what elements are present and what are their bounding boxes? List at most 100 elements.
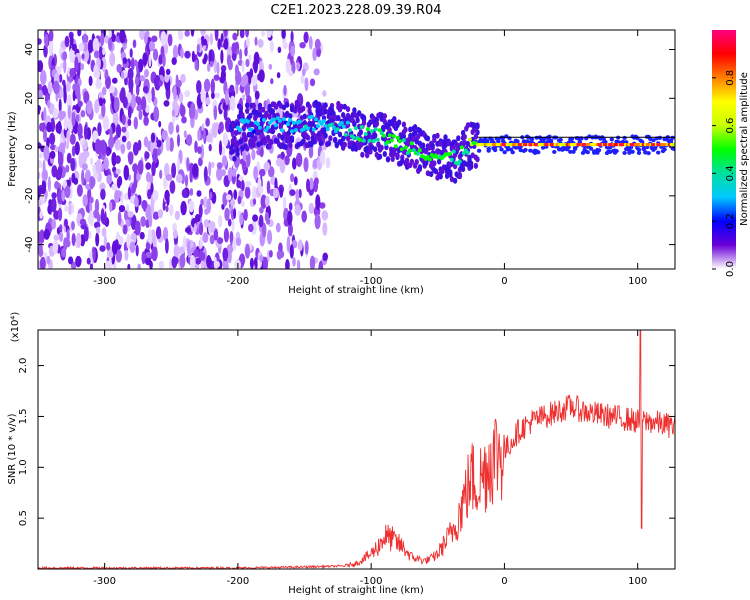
noise-cell — [180, 47, 184, 59]
noise-cell — [194, 59, 199, 71]
ridge-core — [279, 128, 284, 133]
noise-cell — [214, 30, 219, 41]
noise-cell — [83, 91, 90, 104]
ridge-core — [281, 117, 286, 121]
noise-cell — [144, 151, 150, 160]
noise-cell — [38, 199, 42, 207]
ridge-core — [387, 133, 392, 138]
noise-cell — [134, 196, 139, 208]
noise-cell — [96, 226, 101, 234]
ridge-core — [393, 144, 398, 149]
noise-cell — [47, 99, 51, 109]
ridge-peak — [528, 143, 533, 147]
noise-cell — [262, 256, 268, 269]
noise-cell — [69, 68, 76, 78]
ridge-cell — [345, 106, 351, 113]
noise-cell — [189, 168, 193, 183]
noise-cell — [63, 237, 68, 251]
noise-cell — [44, 33, 49, 48]
noise-cell — [208, 161, 212, 177]
noise-cell — [151, 86, 155, 103]
noise-cell — [246, 37, 250, 47]
y-tick-label: 40 — [24, 43, 35, 56]
x-tick-label: 0 — [501, 576, 507, 587]
noise-cell — [65, 164, 70, 173]
noise-cell — [143, 136, 149, 148]
ridge-cell — [318, 140, 323, 147]
noise-cell — [118, 205, 126, 213]
noise-cell — [77, 100, 83, 108]
noise-cell — [41, 169, 48, 182]
noise-cell — [165, 238, 169, 254]
noise-cell — [58, 98, 62, 113]
noise-cell — [226, 54, 232, 67]
snr-line — [38, 330, 675, 569]
noise-cell — [216, 162, 223, 170]
noise-cell — [252, 214, 259, 222]
noise-cell — [47, 80, 53, 95]
ridge-cell — [302, 113, 307, 120]
noise-cell — [132, 141, 139, 156]
noise-cell — [253, 57, 258, 74]
noise-cell — [133, 116, 138, 130]
noise-cell — [169, 204, 174, 216]
noise-cell — [54, 181, 60, 190]
ridge-cell — [323, 108, 328, 115]
ridge-core — [287, 118, 292, 123]
noise-cell — [93, 50, 100, 59]
noise-cell — [213, 74, 220, 81]
noise-cell — [287, 222, 293, 237]
ridge-peak — [651, 143, 655, 147]
ridge-core — [403, 145, 408, 150]
noise-cell — [306, 178, 310, 192]
noise-cell — [150, 132, 156, 143]
ridge-core — [345, 120, 350, 125]
noise-cell — [40, 69, 47, 86]
noise-cell — [151, 35, 158, 43]
noise-cell — [236, 237, 242, 247]
ridge-cell — [243, 135, 248, 142]
ridge-cell — [547, 134, 552, 139]
noise-cell — [194, 140, 198, 153]
noise-cell — [84, 169, 91, 183]
noise-cell — [281, 151, 285, 159]
noise-cell — [64, 218, 68, 228]
ridge-peak — [523, 143, 528, 147]
ridge-core — [265, 125, 270, 130]
noise-cell — [175, 79, 182, 88]
spectrogram-x-axis-label: Height of straight line (km) — [288, 285, 424, 296]
ridge-core — [305, 126, 310, 131]
noise-cell — [231, 218, 235, 232]
noise-cell — [100, 139, 107, 156]
ridge-core — [289, 129, 294, 134]
noise-cell — [127, 118, 132, 127]
noise-cell — [292, 157, 297, 170]
noise-cell — [61, 247, 67, 258]
noise-cell — [145, 105, 150, 114]
noise-cell — [93, 221, 101, 229]
noise-cell — [223, 30, 228, 38]
noise-cell — [276, 72, 281, 79]
ridge-core — [395, 135, 400, 140]
noise-cell — [43, 128, 47, 143]
noise-cell — [109, 52, 116, 67]
noise-cell — [125, 219, 130, 227]
noise-cell — [98, 97, 104, 107]
noise-cell — [130, 93, 137, 109]
noise-cell — [303, 157, 309, 173]
noise-cell — [101, 103, 106, 118]
ridge-core — [407, 148, 412, 153]
noise-cell — [128, 77, 134, 92]
ridge-cell — [235, 140, 240, 147]
ridge-cell — [360, 151, 365, 158]
noise-cell — [211, 122, 218, 138]
ridge-core — [385, 140, 390, 145]
ridge-core — [353, 126, 358, 131]
noise-cell — [169, 137, 174, 152]
noise-cell — [172, 222, 178, 232]
noise-cell — [191, 50, 195, 63]
noise-cell — [113, 96, 120, 113]
noise-cell — [275, 157, 283, 167]
ridge-cell — [373, 132, 378, 139]
